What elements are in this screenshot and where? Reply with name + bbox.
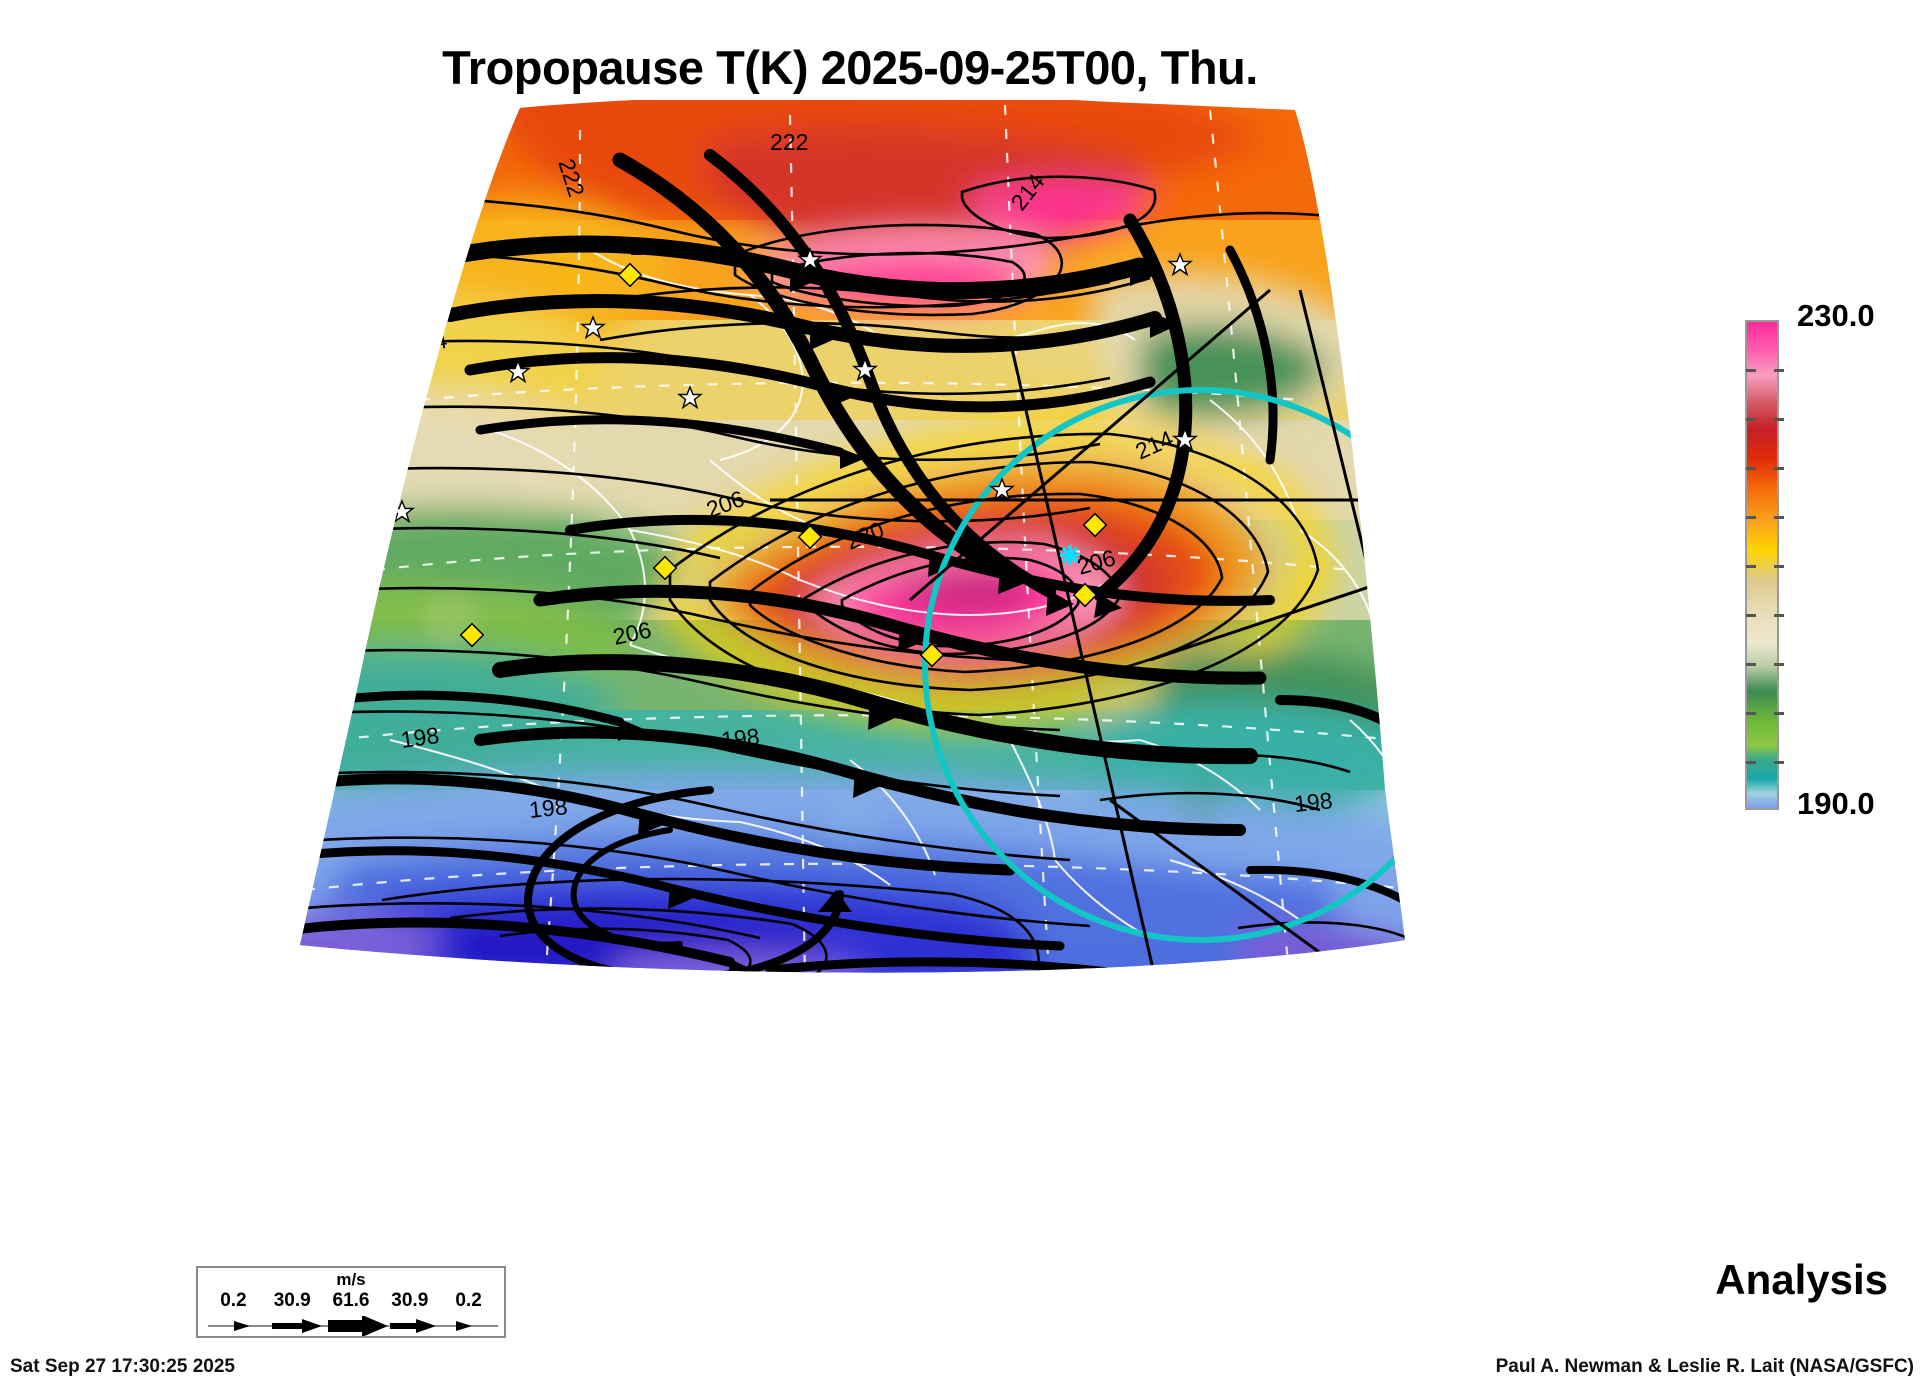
colorbar-tick xyxy=(1746,418,1756,421)
wind-arrow-glyphs xyxy=(208,1315,498,1337)
wind-value-row: 0.2 30.9 61.6 30.9 0.2 xyxy=(204,1290,498,1312)
colorbar[interactable]: 230.0 190.0 xyxy=(1745,298,1875,821)
colorbar-tick xyxy=(1746,712,1756,715)
svg-text:230: 230 xyxy=(630,234,668,260)
page-title: Tropopause T(K) 2025-09-25T00, Thu. xyxy=(442,41,1258,94)
svg-text:198: 198 xyxy=(720,723,761,753)
colorbar-tick xyxy=(1746,761,1756,764)
station-markers[interactable] xyxy=(388,247,1199,668)
svg-text:198: 198 xyxy=(399,722,441,753)
wind-arrowheads xyxy=(618,260,1180,973)
tropopause-map[interactable]: 222 222 214 230 214 214 206 230 206 206 … xyxy=(150,100,1650,1000)
analysis-label: Analysis xyxy=(1715,1256,1888,1303)
colorbar-tick xyxy=(1774,663,1784,666)
wind-value-2: 61.6 xyxy=(332,1290,370,1311)
wind-scale-legend: m/s 0.2 30.9 61.6 30.9 0.2 xyxy=(196,1266,506,1338)
colorbar-tick xyxy=(1774,418,1784,421)
colorbar-tick xyxy=(1774,516,1784,519)
footer-timestamp: Sat Sep 27 17:30:25 2025 xyxy=(10,1356,235,1377)
colorbar-tick xyxy=(1774,467,1784,470)
colorbar-tick xyxy=(1746,663,1756,666)
highlight-circle xyxy=(922,387,1405,943)
colorbar-tick xyxy=(1774,712,1784,715)
colorbar-tick xyxy=(1746,565,1756,568)
colorbar-tick xyxy=(1774,614,1784,617)
cyan-marker xyxy=(1060,545,1080,565)
colorbar-tick xyxy=(1746,516,1756,519)
svg-text:198: 198 xyxy=(1293,787,1334,817)
svg-text:222: 222 xyxy=(770,129,808,155)
wind-unit-label: m/s xyxy=(336,1270,366,1289)
wind-arrow-row xyxy=(204,1315,498,1337)
colorbar-max-label: 230.0 xyxy=(1797,298,1875,333)
wind-value-3: 30.9 xyxy=(391,1290,429,1311)
colorbar-tick xyxy=(1746,614,1756,617)
colorbar-tick xyxy=(1774,369,1784,372)
colorbar-min-label: 190.0 xyxy=(1797,786,1875,821)
colorbar-tick xyxy=(1774,761,1784,764)
wind-value-4: 0.2 xyxy=(455,1290,482,1311)
map-panel[interactable]: 222 222 214 230 214 214 206 230 206 206 … xyxy=(150,100,1650,1000)
temperature-field: 222 222 214 230 214 214 206 230 206 206 … xyxy=(300,100,1405,973)
svg-text:198: 198 xyxy=(528,793,569,823)
colorbar-tick xyxy=(1746,467,1756,470)
svg-text:214: 214 xyxy=(407,327,449,358)
footer-credit: Paul A. Newman & Leslie R. Lait (NASA/GS… xyxy=(1495,1356,1914,1377)
wind-value-0: 0.2 xyxy=(220,1290,247,1311)
wind-value-1: 30.9 xyxy=(273,1290,311,1311)
colorbar-tick xyxy=(1774,565,1784,568)
colorbar-tick xyxy=(1746,369,1756,372)
